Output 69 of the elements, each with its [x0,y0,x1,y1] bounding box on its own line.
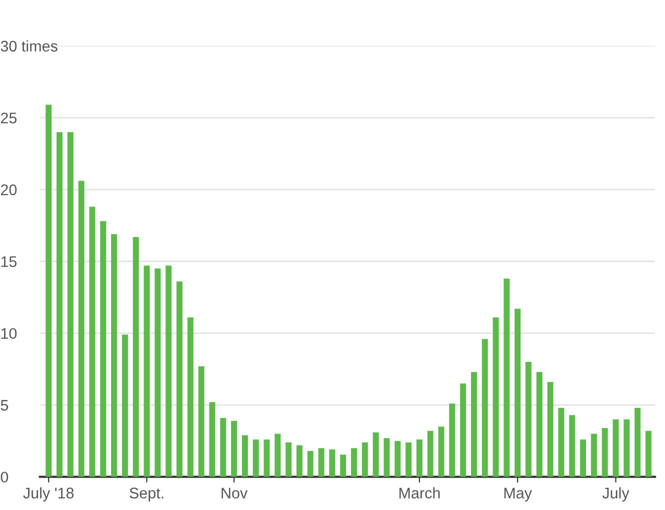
bar [394,440,401,477]
bar [100,221,106,477]
bar [198,366,204,477]
bar [220,418,226,477]
bar [590,434,597,477]
bar [144,266,150,477]
bar [132,236,139,477]
bar [176,281,182,477]
bar [242,435,248,477]
bar [122,334,128,477]
bar [307,450,314,477]
bar [252,440,259,477]
bar [624,419,630,477]
y-tick-label: 30 times [0,40,58,52]
bar [154,268,161,477]
bar [372,432,379,477]
bar [460,383,466,477]
bar [406,442,412,477]
x-tick-label: July [602,487,630,502]
bar [547,382,554,477]
bar [569,415,576,477]
bar [111,234,118,477]
bar [296,445,302,477]
x-tick-label: March [399,487,440,498]
bar [187,317,194,477]
bar [67,132,74,477]
bar [504,278,510,477]
bar [602,428,608,477]
bar [580,440,586,477]
bar [514,308,521,477]
bar [482,338,488,477]
x-tick-label: July '18 [23,487,74,502]
bar [470,372,477,477]
y-tick-label: 25 [0,112,17,124]
bar [318,448,324,477]
bar [46,104,52,477]
bar [362,442,368,477]
y-tick-label: 0 [0,472,8,483]
bar [231,420,238,477]
bar [264,440,270,477]
bar [427,430,434,477]
bar [166,266,172,477]
bar [56,132,63,477]
bar [351,448,358,477]
bar [89,206,96,477]
y-tick-label: 15 [1,256,17,268]
x-tick-label: Sept. [130,488,164,502]
x-tick-label: May [504,488,532,502]
bar [274,434,281,477]
bar [384,438,390,477]
y-tick-label: 10 [1,328,17,339]
bar [612,419,619,477]
bar [526,362,532,477]
bar [209,402,216,477]
bar [286,442,292,477]
bar [416,440,422,477]
bar [340,454,346,477]
y-tick-label: 20 [0,184,17,196]
bar [438,426,444,477]
bar [536,372,542,477]
bar [558,408,564,477]
bar [492,317,499,477]
y-tick-label: 5 [0,400,8,411]
bar [78,180,84,477]
bar [645,430,652,477]
x-tick-label: Nov [222,488,248,498]
bar [634,408,641,477]
bar [329,450,336,477]
bar [449,404,456,477]
